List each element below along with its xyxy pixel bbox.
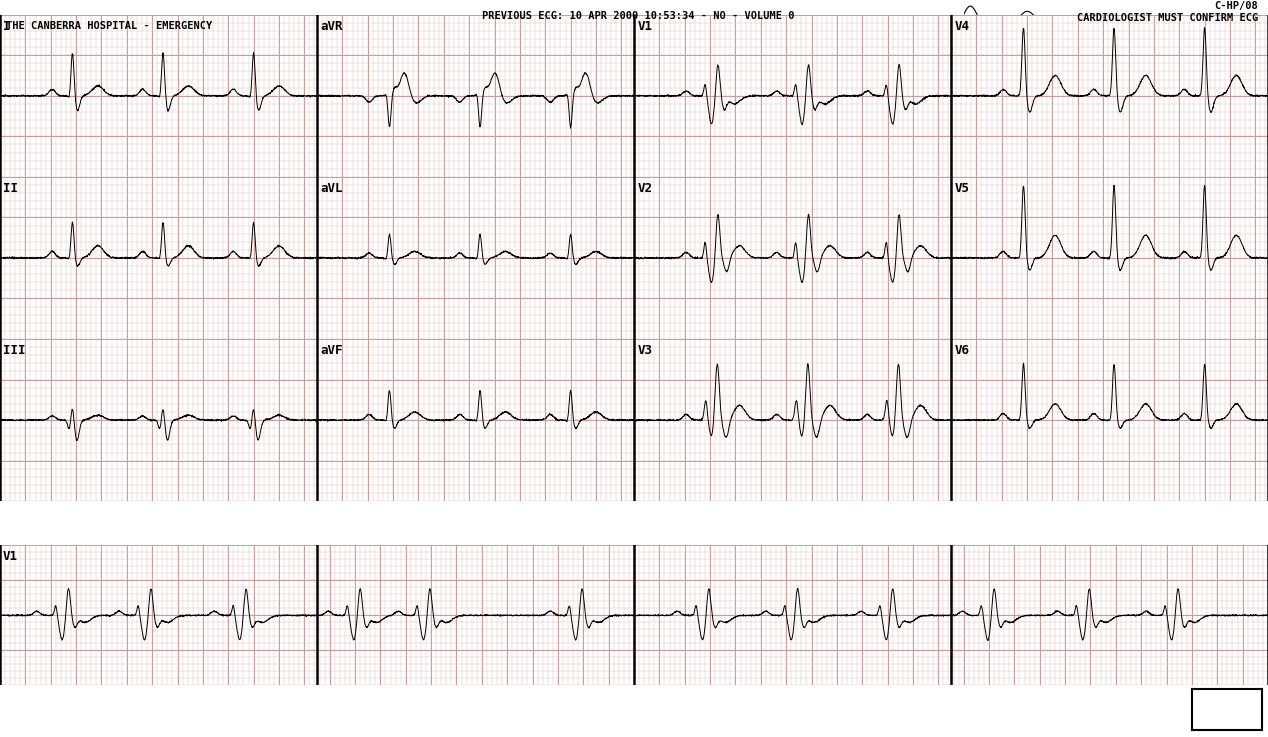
Text: CARDIOLOGIST MUST CONFIRM ECG: CARDIOLOGIST MUST CONFIRM ECG — [1077, 13, 1258, 24]
Text: III: III — [3, 344, 25, 357]
Text: V2: V2 — [637, 182, 652, 195]
Text: V5: V5 — [954, 182, 969, 195]
Text: V3: V3 — [637, 344, 652, 357]
Text: aVF: aVF — [320, 344, 342, 357]
Text: aVL: aVL — [320, 182, 342, 195]
Text: aVR: aVR — [320, 20, 342, 32]
Text: V6: V6 — [954, 344, 969, 357]
Text: THE CANBERRA HOSPITAL - EMERGENCY: THE CANBERRA HOSPITAL - EMERGENCY — [6, 21, 213, 31]
Text: V4: V4 — [954, 20, 969, 32]
Text: I: I — [3, 20, 10, 32]
Text: V1: V1 — [3, 550, 18, 562]
Text: II: II — [3, 182, 18, 195]
Text: V1: V1 — [637, 20, 652, 32]
Text: PREVIOUS ECG: 10 APR 2000 10:53:34 - NO - VOLUME 0: PREVIOUS ECG: 10 APR 2000 10:53:34 - NO … — [482, 11, 794, 21]
Text: C-HP/08: C-HP/08 — [1213, 1, 1258, 12]
